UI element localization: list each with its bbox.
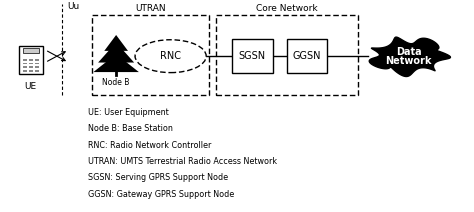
Polygon shape bbox=[104, 35, 128, 51]
Text: SGSN: SGSN bbox=[239, 51, 266, 61]
Text: Data: Data bbox=[396, 47, 421, 57]
Bar bbox=[35, 66, 39, 68]
Bar bbox=[23, 70, 27, 72]
Bar bbox=[23, 48, 39, 53]
Text: Network: Network bbox=[385, 56, 432, 67]
Text: Node B: Base Station: Node B: Base Station bbox=[88, 124, 173, 133]
Bar bbox=[23, 63, 27, 64]
Text: UE: User Equipment: UE: User Equipment bbox=[88, 108, 168, 117]
Text: Uu: Uu bbox=[67, 2, 80, 11]
Bar bbox=[35, 63, 39, 64]
Text: RNC: Radio Network Controller: RNC: Radio Network Controller bbox=[88, 141, 211, 150]
Text: UE: UE bbox=[25, 82, 37, 91]
Polygon shape bbox=[93, 54, 139, 72]
Text: UTRAN: UTRAN bbox=[135, 4, 166, 13]
Bar bbox=[232, 39, 273, 73]
Text: UTRAN: UMTS Terrestrial Radio Access Network: UTRAN: UMTS Terrestrial Radio Access Net… bbox=[88, 157, 277, 166]
Bar bbox=[23, 59, 27, 61]
Bar bbox=[35, 59, 39, 61]
Polygon shape bbox=[369, 37, 450, 77]
Bar bbox=[29, 59, 33, 61]
Ellipse shape bbox=[135, 40, 206, 73]
Bar bbox=[92, 15, 209, 95]
Bar bbox=[35, 70, 39, 72]
Bar bbox=[29, 66, 33, 68]
Polygon shape bbox=[98, 42, 134, 63]
Text: RNC: RNC bbox=[160, 51, 181, 61]
Text: GGSN: Gateway GPRS Support Node: GGSN: Gateway GPRS Support Node bbox=[88, 190, 234, 199]
Bar bbox=[287, 39, 327, 73]
Text: SGSN: Serving GPRS Support Node: SGSN: Serving GPRS Support Node bbox=[88, 173, 228, 182]
Bar bbox=[23, 66, 27, 68]
Bar bbox=[19, 46, 43, 74]
Text: GGSN: GGSN bbox=[292, 51, 321, 61]
Text: Core Network: Core Network bbox=[256, 4, 318, 13]
Bar bbox=[29, 63, 33, 64]
Bar bbox=[216, 15, 358, 95]
Bar bbox=[29, 70, 33, 72]
Text: Node B: Node B bbox=[102, 78, 130, 87]
